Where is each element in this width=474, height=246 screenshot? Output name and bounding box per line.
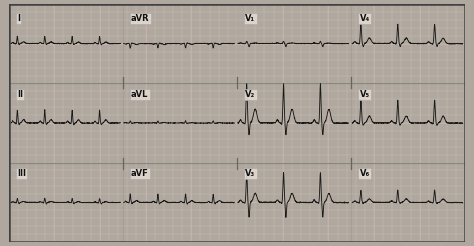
Text: aVR: aVR <box>131 14 150 23</box>
Text: V₆: V₆ <box>359 169 370 178</box>
Text: V₄: V₄ <box>359 14 370 23</box>
Text: aVF: aVF <box>131 169 149 178</box>
Text: V₅: V₅ <box>359 90 370 99</box>
Text: I: I <box>17 14 20 23</box>
Text: aVL: aVL <box>131 90 148 99</box>
Text: II: II <box>17 90 23 99</box>
Text: V₃: V₃ <box>245 169 255 178</box>
Text: V₂: V₂ <box>245 90 255 99</box>
Text: V₁: V₁ <box>245 14 255 23</box>
Text: III: III <box>17 169 26 178</box>
